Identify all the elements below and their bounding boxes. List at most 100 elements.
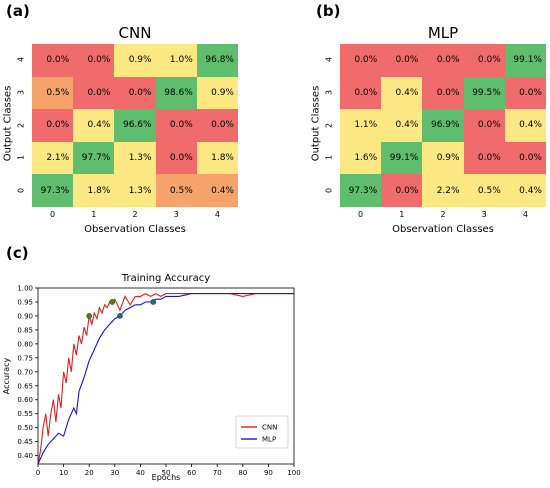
heatmap-cell: 98.6% — [155, 76, 197, 110]
y-tick-label: 0.95 — [17, 298, 33, 306]
chart-title: Training Accuracy — [121, 273, 210, 284]
threshold-marker — [150, 299, 157, 305]
y-tick-label: 0.60 — [17, 396, 33, 404]
heatmap-cell: 96.8% — [196, 44, 238, 77]
heatmap-cell: 97.3% — [32, 174, 74, 207]
x-tick-label: 60 — [187, 469, 196, 477]
heatmap-cell: 1.8% — [73, 174, 115, 207]
x-tick-label: 40 — [136, 469, 145, 477]
x-tick-label: 0 — [50, 210, 56, 219]
x-tick-label: 50 — [162, 469, 171, 477]
heatmap-cell: 2.1% — [32, 141, 74, 175]
heatmap-cell: 97.3% — [340, 174, 382, 207]
training-accuracy-chart: Training Accuracy 0.400.450.500.550.600.… — [2, 273, 301, 482]
heatmap-cell: 0.4% — [196, 174, 238, 207]
heatmap-title: CNN — [118, 24, 152, 42]
heatmap-cell: 97.7% — [73, 141, 115, 175]
heatmap-cell: 0.4% — [73, 109, 115, 142]
heatmap-cell: 99.1% — [504, 44, 546, 77]
heatmap-x-ticks: 0 1 2 3 4 — [32, 210, 238, 222]
y-axis-label: Output Classes — [310, 85, 322, 162]
threshold-marker — [117, 313, 123, 319]
panel-label-b: (b) — [316, 2, 341, 20]
heatmap-cell: 1.6% — [340, 141, 382, 175]
x-ticks: 0 10 20 30 40 50 60 70 80 90 100 — [36, 464, 301, 477]
legend-box — [235, 415, 289, 449]
heatmap-cell: 0.0% — [196, 109, 238, 142]
heatmap-cell: 1.3% — [114, 174, 156, 207]
y-tick-label: 0.65 — [17, 382, 33, 390]
legend-label: MLP — [262, 436, 276, 444]
legend-label: CNN — [262, 424, 277, 432]
x-tick-label: 90 — [264, 469, 273, 477]
y-tick-label: 0.45 — [17, 438, 33, 446]
heatmap-cell: 0.9% — [114, 44, 156, 77]
heatmap-cell: 0.0% — [340, 76, 382, 110]
heatmap-cell: 0.4% — [504, 109, 546, 142]
heatmap-cell: 0.0% — [73, 76, 115, 110]
heatmap-cell: 0.0% — [155, 109, 197, 142]
heatmap-cell: 0.5% — [155, 174, 197, 207]
heatmap-cnn: CNN 0.0% 0.0% 0.9% 1.0% 96.8% 0.5% 0.0% 0.0% 98.… — [0, 0, 275, 245]
heatmap-title: MLP — [427, 24, 459, 42]
heatmap-y-ticks: 4 3 2 1 0 — [322, 44, 336, 207]
legend: CNN MLP — [235, 415, 289, 449]
heatmap-cell: 0.9% — [422, 141, 464, 175]
x-axis-label: Epochs — [152, 473, 181, 482]
y-tick-label: 0.90 — [17, 312, 33, 320]
heatmap-cell: 0.4% — [504, 174, 546, 207]
heatmap-cell: 0.0% — [340, 44, 382, 77]
y-tick-label: 3 — [324, 89, 334, 95]
heatmap-cell: 2.2% — [422, 174, 464, 207]
x-axis-label: Observation Classes — [84, 224, 186, 235]
heatmap-cell: 0.0% — [463, 109, 505, 142]
y-tick-label: 1.00 — [17, 285, 33, 293]
x-tick-label: 100 — [287, 469, 300, 477]
x-tick-label: 30 — [110, 469, 119, 477]
x-tick-label: 3 — [481, 210, 487, 219]
y-tick-label: 0.40 — [17, 452, 33, 460]
y-tick-label: 0.75 — [17, 354, 33, 362]
threshold-marker — [109, 299, 116, 305]
x-tick-label: 10 — [59, 469, 68, 477]
heatmap-x-ticks: 0 1 2 3 4 — [340, 210, 546, 222]
panel-label-a: (a) — [6, 2, 30, 20]
heatmap-cell: 0.0% — [32, 44, 74, 77]
heatmap-cell: 1.0% — [155, 44, 197, 77]
y-tick-label: 0.80 — [17, 340, 33, 348]
heatmap-cell: 0.0% — [114, 76, 156, 110]
heatmap-cell: 0.0% — [504, 76, 546, 110]
x-tick-label: 1 — [91, 210, 97, 219]
x-tick-label: 4 — [522, 210, 528, 219]
heatmap-cell: 0.0% — [463, 44, 505, 77]
heatmap-mlp: MLP 0.0% 0.0% 0.0% 0.0% 99.1% 0.0% 0.4% 0.0% 99.… — [310, 24, 546, 235]
heatmap-cell: 0.4% — [381, 76, 423, 110]
heatmap-cell: 1.1% — [340, 109, 382, 142]
x-tick-label: 1 — [399, 210, 405, 219]
heatmap-cell: 99.1% — [381, 141, 423, 175]
y-tick-label: 0.85 — [17, 326, 33, 334]
heatmap-cell: 0.4% — [381, 109, 423, 142]
heatmap-cell: 0.0% — [32, 109, 74, 142]
heatmap-cell: 0.9% — [196, 76, 238, 110]
x-tick-label: 0 — [36, 469, 40, 477]
heatmap-cell: 0.0% — [381, 174, 423, 207]
heatmap-grid: 0.0% 0.0% 0.9% 1.0% 96.8% 0.5% 0.0% 0.0% 98.6% 0.… — [32, 44, 238, 207]
y-tick-label: 1 — [324, 155, 334, 161]
heatmap-cell: 0.0% — [422, 44, 464, 77]
threshold-marker — [86, 313, 93, 319]
markers-group — [86, 299, 157, 319]
x-axis-label: Observation Classes — [392, 224, 494, 235]
heatmap-cell: 0.0% — [422, 76, 464, 110]
y-tick-label: 0 — [324, 187, 334, 193]
heatmap-cell: 0.0% — [381, 44, 423, 77]
x-tick-label: 70 — [213, 469, 222, 477]
y-tick-label: 0.70 — [17, 368, 33, 376]
heatmap-cell: 96.6% — [114, 109, 156, 142]
x-tick-label: 2 — [440, 210, 446, 219]
series-line-mlp — [37, 293, 294, 465]
x-tick-label: 0 — [358, 210, 364, 219]
y-tick-label: 0.50 — [17, 424, 33, 432]
y-ticks: 0.40 0.45 0.50 0.55 0.60 0.65 0.70 0.75 0.80 0.85… — [17, 285, 38, 460]
panel-label-c: (c) — [6, 244, 29, 262]
